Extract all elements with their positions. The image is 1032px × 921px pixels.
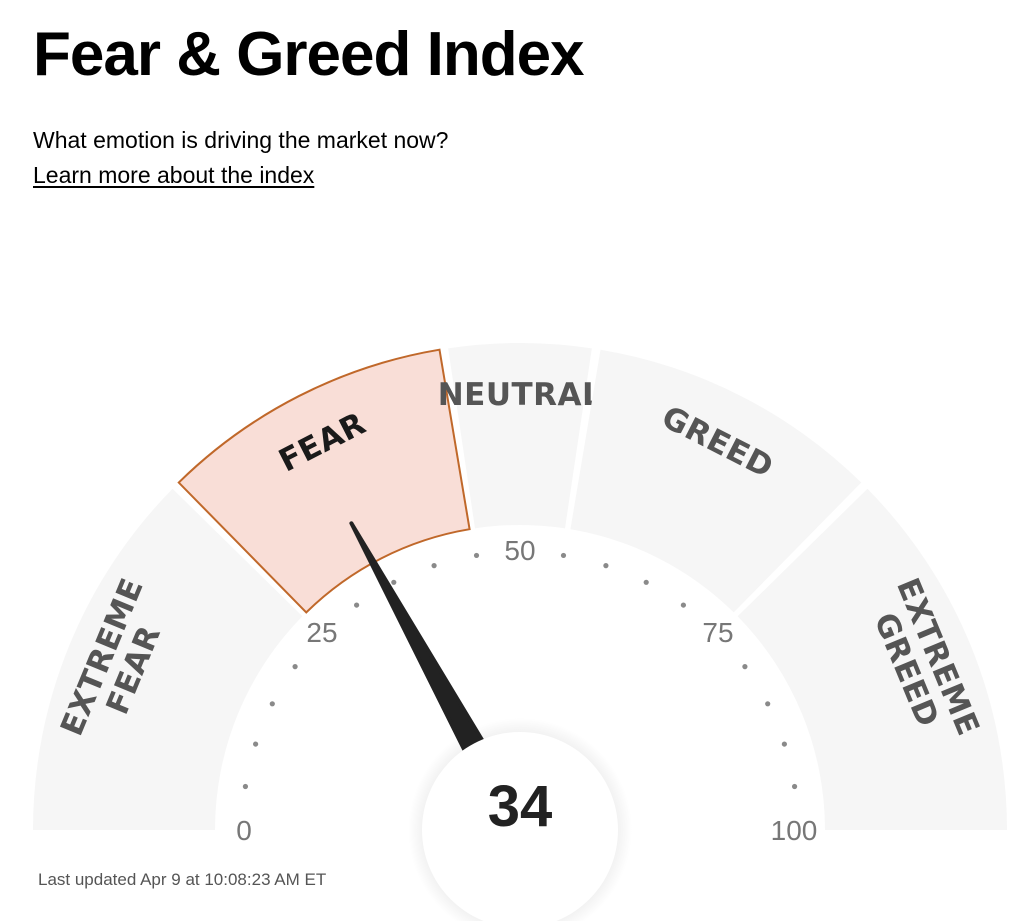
gauge-dot (781, 741, 787, 747)
gauge-tick-label: 25 (306, 617, 337, 648)
gauge-dot (292, 664, 298, 670)
gauge-segment-fear (177, 348, 471, 614)
gauge-dot (391, 579, 397, 585)
gauge-scale-labels: 0 25 50 75 100 (236, 535, 817, 846)
gauge-segment-neutral (448, 343, 592, 529)
gauge-hub (422, 732, 618, 921)
gauge-tick-label: 0 (236, 815, 252, 846)
gauge-dot (643, 579, 649, 585)
gauge-dot (742, 664, 748, 670)
page-title: Fear & Greed Index (33, 20, 585, 89)
gauge-dot (242, 783, 249, 790)
gauge-dot (269, 701, 275, 707)
gauge-segment-extreme-fear (33, 488, 303, 830)
gauge-dot (560, 552, 567, 559)
gauge-dot (354, 602, 360, 608)
subtitle: What emotion is driving the market now? (33, 127, 449, 153)
gauge-dot (253, 741, 259, 747)
gauge-dot (791, 783, 798, 790)
gauge-tick-label: 100 (771, 815, 818, 846)
last-updated: Last updated Apr 9 at 10:08:23 AM ET (38, 870, 327, 889)
gauge-dot (765, 701, 771, 707)
gauge-tick-label: 75 (702, 617, 733, 648)
gauge-segment-extreme-greed (737, 488, 1007, 830)
gauge-tick-label: 50 (504, 535, 535, 566)
gauge-dot (603, 563, 609, 569)
gauge-needle-group: 34 (349, 521, 632, 921)
gauge-dot (473, 552, 480, 559)
gauge-dot (431, 563, 437, 569)
gauge-segment-greed (570, 349, 862, 613)
learn-more-link[interactable]: Learn more about the index (33, 162, 315, 188)
gauge-dot (680, 602, 687, 608)
gauge-scale-dots (242, 552, 798, 790)
gauge-value: 34 (488, 774, 553, 839)
gauge-needle (349, 521, 496, 771)
gauge-label-neutral: NEUTRAL (438, 377, 603, 413)
